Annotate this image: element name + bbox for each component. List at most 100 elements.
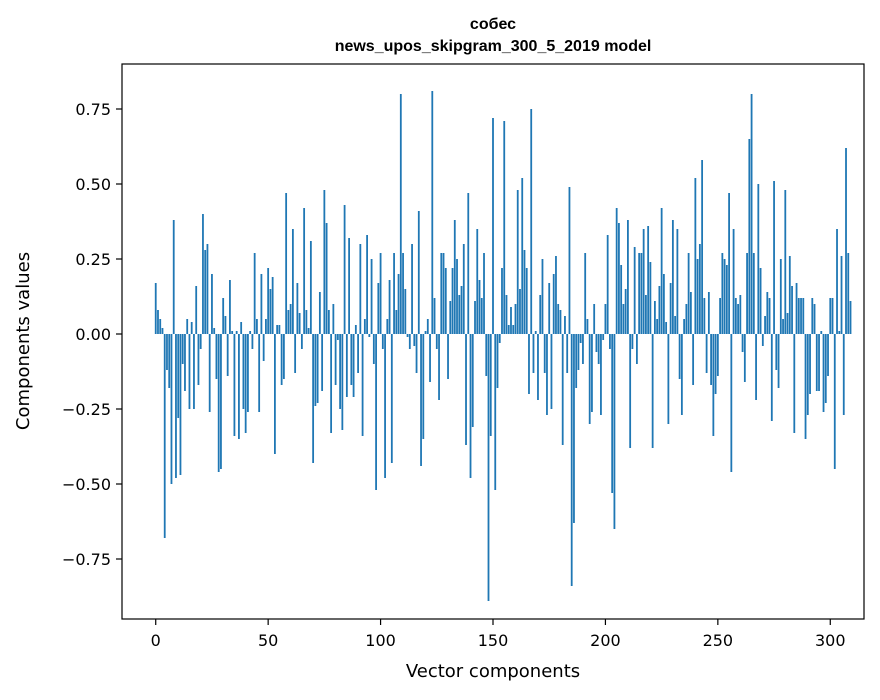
bar-component-62	[294, 334, 297, 373]
bar-component-81	[336, 334, 339, 340]
bar-component-138	[465, 334, 467, 445]
bar-component-176	[550, 334, 553, 409]
bar-component-56	[280, 334, 283, 385]
bar-component-201	[606, 235, 609, 334]
bar-component-182	[564, 316, 566, 334]
bar-component-45	[256, 319, 258, 334]
bar-component-263	[746, 253, 748, 334]
bar-component-140	[469, 334, 472, 478]
bar-component-54	[276, 325, 279, 334]
bar-component-102	[384, 334, 386, 478]
bar-component-175	[548, 283, 551, 334]
bar-component-223	[656, 319, 659, 334]
bar-component-46	[258, 334, 261, 412]
bar-component-255	[728, 193, 730, 334]
bar-component-290	[806, 334, 809, 415]
bar-component-119	[422, 334, 425, 439]
bar-component-170	[537, 334, 539, 400]
bar-component-235	[683, 319, 686, 334]
bar-component-286	[797, 298, 800, 334]
bar-component-251	[719, 298, 721, 334]
bar-component-122	[429, 334, 431, 382]
bar-component-262	[743, 334, 746, 382]
bar-component-191	[584, 253, 587, 334]
bar-component-18	[195, 286, 198, 334]
bar-component-74	[321, 334, 324, 391]
bar-component-276	[775, 334, 778, 370]
bar-component-145	[480, 298, 483, 334]
bar-component-31	[224, 316, 227, 334]
bar-component-51	[269, 289, 272, 334]
bar-component-24	[208, 334, 211, 412]
bar-component-267	[755, 334, 757, 400]
bar-component-230	[671, 220, 674, 334]
bar-component-264	[748, 139, 751, 334]
bar-component-83	[341, 334, 344, 430]
bar-component-30	[222, 298, 225, 334]
bar-component-27	[215, 334, 218, 379]
bar-component-111	[404, 289, 407, 334]
bar-component-134	[456, 259, 458, 334]
bar-component-282	[788, 256, 791, 334]
bar-component-193	[588, 334, 591, 424]
bar-component-236	[685, 304, 688, 334]
bar-component-258	[734, 298, 737, 334]
bar-component-197	[597, 334, 600, 364]
bar-component-204	[613, 334, 616, 529]
bar-component-247	[710, 334, 712, 385]
bar-component-188	[577, 334, 580, 370]
bar-component-294	[815, 334, 818, 391]
bar-component-39	[242, 334, 245, 409]
bar-component-147	[485, 334, 488, 376]
bar-component-224	[658, 286, 661, 334]
bar-component-274	[770, 334, 773, 421]
y-axis-label: Components values	[13, 252, 34, 430]
bar-component-99	[377, 283, 380, 334]
bar-component-93	[363, 319, 366, 334]
bar-component-118	[420, 334, 422, 466]
bar-component-125	[435, 334, 438, 349]
bar-component-10	[177, 334, 180, 418]
bar-component-181	[561, 334, 564, 445]
bar-component-273	[768, 298, 771, 334]
bar-component-165	[525, 268, 528, 334]
x-axis: 0 50 100 150 200 250 300	[151, 619, 846, 650]
bar-component-148	[487, 334, 490, 601]
bar-component-169	[534, 331, 537, 334]
bar-component-32	[226, 334, 229, 376]
bar-component-92	[361, 334, 364, 436]
bar-component-114	[411, 244, 413, 334]
bar-component-280	[784, 190, 787, 334]
bar-component-190	[582, 334, 584, 364]
bar-component-109	[399, 94, 402, 334]
bar-component-44	[253, 253, 256, 334]
bar-component-69	[309, 241, 312, 334]
bar-component-268	[757, 184, 760, 334]
chart-title-line2: news_upos_skipgram_300_5_2019 model	[335, 38, 652, 55]
bar-component-104	[388, 280, 391, 334]
bar-component-80	[334, 334, 337, 385]
bar-component-198	[600, 334, 602, 415]
bar-component-244	[703, 298, 706, 334]
chart-title-line1: собес	[470, 16, 516, 33]
bar-component-112	[406, 334, 409, 337]
bar-component-68	[307, 328, 310, 334]
bars-layer	[154, 91, 852, 601]
bar-component-287	[800, 298, 802, 334]
bar-component-143	[476, 229, 479, 334]
bar-component-189	[579, 334, 582, 343]
bar-component-150	[492, 118, 494, 334]
bar-component-238	[689, 292, 692, 334]
bar-component-256	[730, 334, 733, 472]
y-tick-label: 0.75	[75, 100, 111, 119]
bar-component-23	[206, 244, 209, 334]
bar-component-135	[458, 295, 461, 334]
bar-component-58	[285, 193, 288, 334]
bar-component-113	[408, 334, 411, 349]
bar-component-137	[462, 244, 465, 334]
bar-component-252	[721, 253, 724, 334]
bar-component-152	[496, 334, 499, 388]
x-tick-label: 200	[590, 631, 621, 650]
bar-component-59	[287, 310, 290, 334]
